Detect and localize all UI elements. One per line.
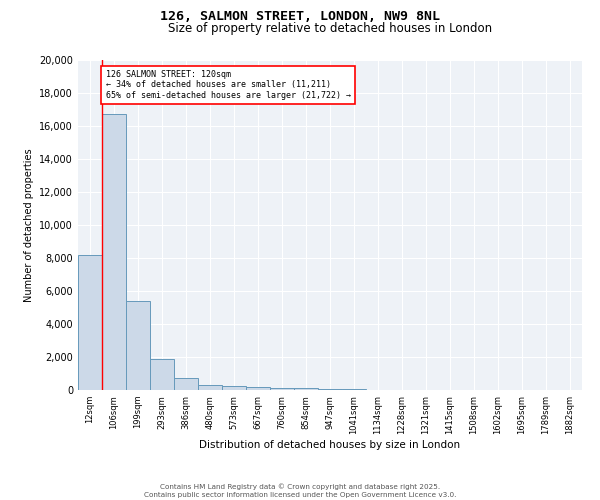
Bar	[78, 254, 102, 390]
Bar	[102, 114, 126, 390]
Bar	[150, 360, 174, 390]
Title: Size of property relative to detached houses in London: Size of property relative to detached ho…	[168, 22, 492, 35]
X-axis label: Distribution of detached houses by size in London: Distribution of detached houses by size …	[199, 440, 461, 450]
Bar	[198, 385, 222, 390]
Bar	[222, 386, 246, 390]
Text: 126, SALMON STREET, LONDON, NW9 8NL: 126, SALMON STREET, LONDON, NW9 8NL	[160, 10, 440, 23]
Y-axis label: Number of detached properties: Number of detached properties	[24, 148, 34, 302]
Bar	[342, 389, 366, 390]
Text: 126 SALMON STREET: 120sqm
← 34% of detached houses are smaller (11,211)
65% of s: 126 SALMON STREET: 120sqm ← 34% of detac…	[106, 70, 350, 100]
Text: Contains HM Land Registry data © Crown copyright and database right 2025.
Contai: Contains HM Land Registry data © Crown c…	[144, 484, 456, 498]
Bar	[270, 388, 294, 390]
Bar	[318, 388, 342, 390]
Bar	[174, 378, 198, 390]
Bar	[294, 388, 318, 390]
Bar	[126, 301, 150, 390]
Bar	[246, 387, 270, 390]
